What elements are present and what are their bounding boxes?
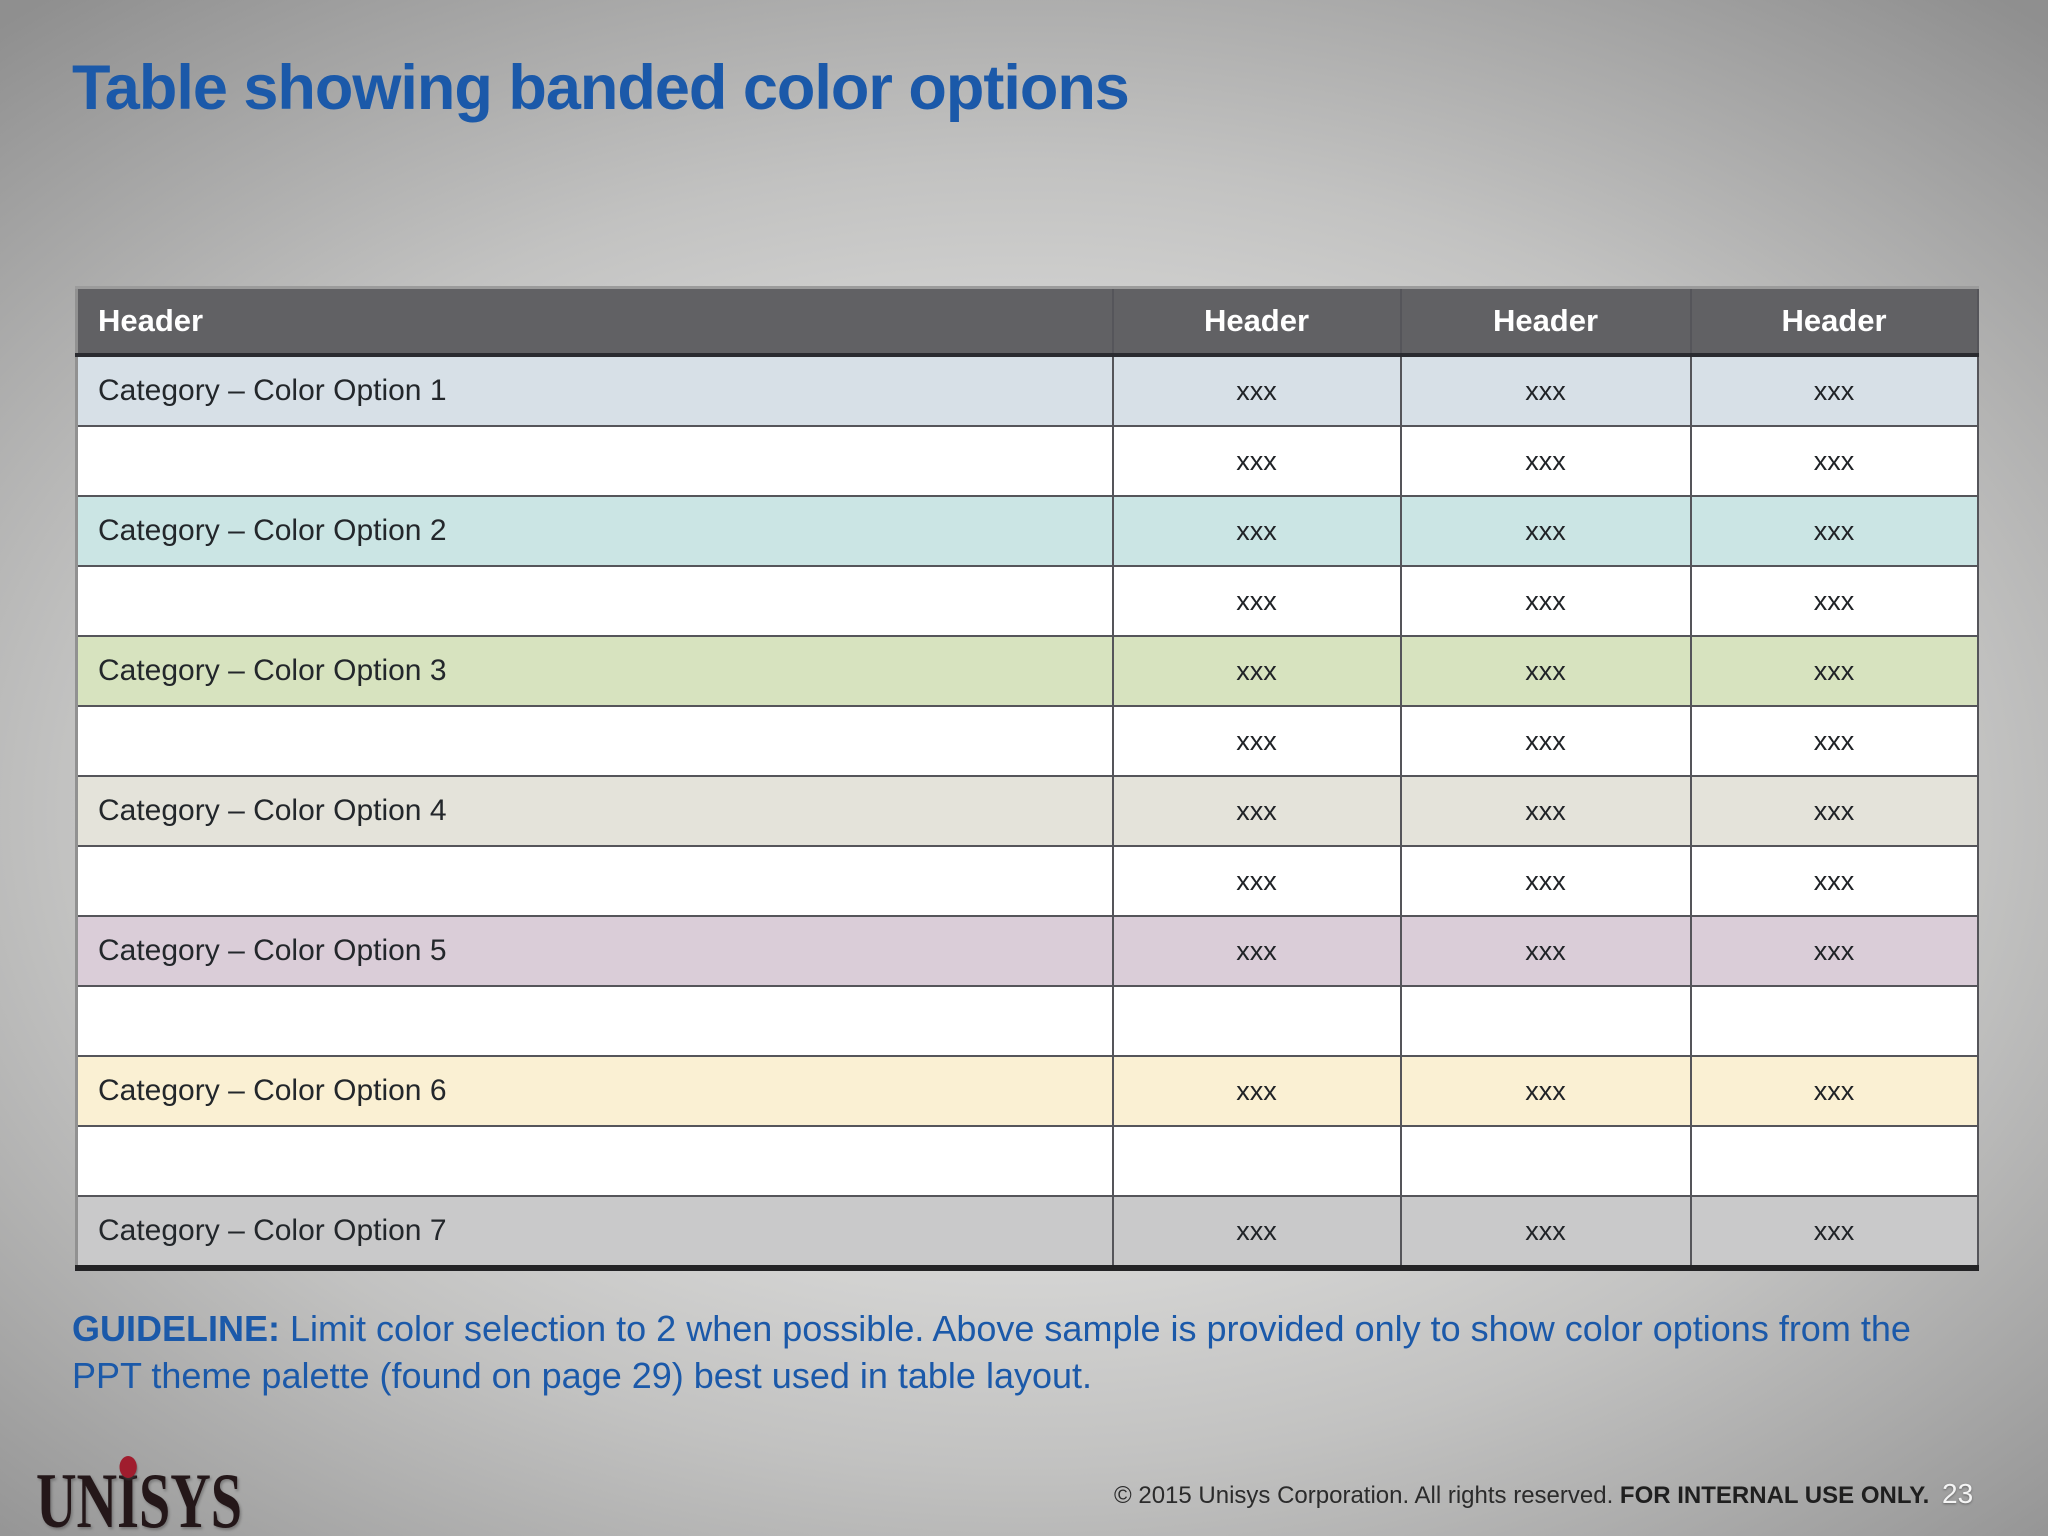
category-cell: Category – Color Option 4 [75, 775, 1114, 847]
value-cell: xxx [1689, 775, 1979, 847]
table-row: Category – Color Option 5 xxx xxx xxx [75, 915, 1979, 987]
value-cell: xxx [1111, 1195, 1402, 1269]
value-cell [1689, 1125, 1979, 1197]
header-cell: Header [1399, 286, 1692, 357]
table-row: Category – Color Option 1 xxx xxx xxx [75, 354, 1979, 427]
value-cell: xxx [1689, 354, 1979, 427]
guideline-text: GUIDELINE: Limit color selection to 2 wh… [72, 1306, 1987, 1400]
page-title: Table showing banded color options [72, 53, 1130, 123]
table-row: xxx xxx xxx [75, 845, 1979, 917]
value-cell: xxx [1399, 775, 1692, 847]
value-cell: xxx [1399, 1055, 1692, 1127]
table-body: Category – Color Option 1 xxx xxx xxx xxx xxx… [75, 354, 1979, 1269]
table-row [75, 985, 1979, 1057]
value-cell [1111, 1125, 1402, 1197]
category-cell [75, 1125, 1114, 1197]
value-cell: xxx [1399, 495, 1692, 567]
value-cell: xxx [1111, 354, 1402, 427]
guideline-body: Limit color selection to 2 when possible… [72, 1308, 1911, 1396]
value-cell [1111, 985, 1402, 1057]
table-row: Category – Color Option 4 xxx xxx xxx [75, 775, 1979, 847]
header-cell: Header [1111, 286, 1402, 357]
value-cell: xxx [1689, 565, 1979, 637]
value-cell [1399, 1125, 1692, 1197]
value-cell: xxx [1399, 635, 1692, 707]
table-row [75, 1125, 1979, 1197]
table-row: xxx xxx xxx [75, 705, 1979, 777]
value-cell: xxx [1111, 845, 1402, 917]
table-row: xxx xxx xxx [75, 425, 1979, 497]
value-cell: xxx [1111, 705, 1402, 777]
value-cell: xxx [1399, 425, 1692, 497]
category-cell [75, 565, 1114, 637]
value-cell: xxx [1689, 635, 1979, 707]
value-cell: xxx [1111, 565, 1402, 637]
value-cell: xxx [1399, 845, 1692, 917]
value-cell: xxx [1399, 1195, 1692, 1269]
copyright-text: © 2015 Unisys Corporation. All rights re… [1114, 1482, 1620, 1509]
value-cell: xxx [1689, 915, 1979, 987]
guideline-label: GUIDELINE: [72, 1308, 281, 1349]
table-row: xxx xxx xxx [75, 565, 1979, 637]
category-cell [75, 985, 1114, 1057]
page-number: 23 [1942, 1478, 1974, 1509]
value-cell: xxx [1111, 495, 1402, 567]
category-cell: Category – Color Option 3 [75, 635, 1114, 707]
category-cell: Category – Color Option 7 [75, 1195, 1114, 1269]
category-cell [75, 425, 1114, 497]
value-cell: xxx [1689, 425, 1979, 497]
value-cell: xxx [1111, 775, 1402, 847]
category-cell [75, 705, 1114, 777]
table-row: Category – Color Option 7 xxx xxx xxx [75, 1195, 1979, 1269]
value-cell: xxx [1689, 1055, 1979, 1127]
table-header-row: Header Header Header Header [75, 286, 1979, 357]
footer: © 2015 Unisys Corporation. All rights re… [1114, 1482, 1929, 1510]
value-cell: xxx [1689, 495, 1979, 567]
category-cell: Category – Color Option 5 [75, 915, 1114, 987]
value-cell: xxx [1689, 705, 1979, 777]
header-cell: Header [1689, 286, 1979, 357]
table-row: Category – Color Option 3 xxx xxx xxx [75, 635, 1979, 707]
unisys-logo: UN ISYS [36, 1456, 242, 1536]
value-cell: xxx [1111, 425, 1402, 497]
value-cell: xxx [1399, 915, 1692, 987]
value-cell [1689, 985, 1979, 1057]
table-row: Category – Color Option 6 xxx xxx xxx [75, 1055, 1979, 1127]
category-cell: Category – Color Option 6 [75, 1055, 1114, 1127]
value-cell [1399, 985, 1692, 1057]
category-cell: Category – Color Option 2 [75, 495, 1114, 567]
value-cell: xxx [1399, 354, 1692, 427]
value-cell: xxx [1111, 915, 1402, 987]
table-row: Category – Color Option 2 xxx xxx xxx [75, 495, 1979, 567]
category-cell [75, 845, 1114, 917]
category-cell: Category – Color Option 1 [75, 354, 1114, 427]
internal-use-text: FOR INTERNAL USE ONLY. [1619, 1482, 1930, 1509]
value-cell: xxx [1399, 705, 1692, 777]
value-cell: xxx [1399, 565, 1692, 637]
value-cell: xxx [1689, 845, 1979, 917]
header-cell: Header [75, 286, 1114, 357]
value-cell: xxx [1689, 1195, 1979, 1269]
logo-red-dot-icon [119, 1456, 137, 1478]
value-cell: xxx [1111, 635, 1402, 707]
value-cell: xxx [1111, 1055, 1402, 1127]
logo-text-sys: SYS [138, 1457, 243, 1536]
banded-color-table: Header Header Header Header Category – C… [75, 286, 1979, 1271]
logo-text-un: UN [36, 1457, 118, 1536]
logo-letter-i: I [117, 1456, 139, 1536]
